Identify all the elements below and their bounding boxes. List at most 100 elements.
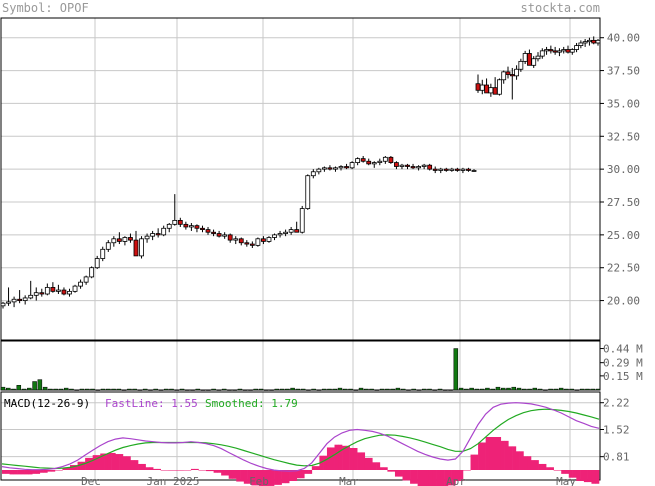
candle-body	[371, 162, 377, 165]
volume-bar	[279, 388, 285, 391]
candle-body	[94, 258, 100, 269]
macd-histogram-bar	[580, 470, 585, 481]
macd-histogram-bar	[285, 470, 290, 484]
macd-histogram-bar	[413, 470, 418, 484]
candle-body	[100, 248, 106, 259]
macd-histogram-bar	[107, 452, 112, 470]
volume-bar	[142, 388, 148, 391]
candle-body	[116, 238, 122, 242]
macd-histogram-bar	[508, 446, 513, 470]
volume-bar	[48, 388, 53, 391]
volume-bar	[258, 388, 264, 391]
volume-bar	[585, 388, 590, 391]
volume-bar	[169, 388, 174, 391]
macd-histogram-bar	[54, 470, 59, 471]
macd-histogram-bar	[323, 455, 328, 470]
volume-bar	[84, 388, 90, 391]
candle-body	[0, 302, 6, 307]
volume-bar	[516, 387, 522, 391]
symbol-label: Symbol: OPOF	[2, 1, 89, 15]
volume-bar	[358, 387, 364, 391]
candle-body	[327, 167, 333, 170]
volume-bar	[21, 388, 27, 391]
macd-histogram-bar	[153, 468, 158, 470]
macd-histogram-bar	[258, 470, 264, 486]
volume-bar	[300, 388, 306, 391]
volume-bar	[163, 388, 169, 391]
candle-body	[128, 237, 133, 241]
volume-bar	[479, 388, 485, 391]
macd-histogram-bar	[183, 470, 188, 471]
volume-bar	[242, 389, 248, 391]
volume-bar	[6, 387, 11, 391]
volume-bar	[390, 388, 395, 391]
macd-histogram-bar	[300, 470, 305, 479]
macd-histogram-bar	[440, 470, 445, 486]
macd-histogram-bar	[9, 470, 14, 475]
macd-histogram-bar	[232, 470, 237, 479]
macd-histogram-bar	[496, 437, 502, 470]
volume-bar	[369, 388, 374, 391]
price-tick-label: 30.00	[607, 163, 640, 176]
candle-body	[133, 239, 139, 257]
macd-histogram-bar	[451, 470, 456, 486]
candle-body	[595, 39, 601, 44]
volume-bar	[495, 386, 501, 391]
fastline-label: FastLine: 1.55	[105, 397, 198, 410]
candle-body	[535, 55, 541, 60]
candle-body	[216, 233, 222, 237]
macd-histogram-bar	[504, 440, 509, 470]
volume-tick-label: 0.15 M	[603, 370, 643, 383]
macd-histogram-bar	[304, 470, 309, 474]
candle-body	[161, 227, 167, 236]
macd-histogram-bar	[345, 445, 350, 470]
macd-histogram-bar	[96, 455, 101, 470]
candle-body	[261, 238, 266, 242]
candle-body	[405, 164, 410, 167]
candle-body	[177, 219, 183, 225]
price-tick-label: 37.50	[607, 65, 640, 78]
candle-body	[150, 233, 156, 237]
macd-histogram-bar	[334, 444, 339, 470]
volume-bar	[37, 379, 43, 391]
macd-histogram-bar	[342, 445, 347, 470]
macd-histogram-bar	[236, 470, 241, 482]
candle-body	[72, 285, 78, 292]
volume-bar	[121, 389, 127, 391]
macd-histogram-bar	[595, 470, 600, 484]
macd-histogram-bar	[462, 470, 468, 471]
volume-bar	[348, 388, 353, 391]
volume-tick-label: 0.44 M	[603, 343, 643, 356]
macd-histogram-bar	[444, 470, 449, 486]
candle-body	[544, 49, 549, 52]
macd-histogram-bar	[149, 467, 154, 470]
volume-bar	[90, 388, 95, 391]
volume-bar	[290, 387, 295, 391]
macd-histogram-bar	[255, 470, 260, 486]
fast-line	[1, 402, 600, 472]
volume-bar	[206, 389, 211, 391]
macd-tick-label: 0.81	[603, 451, 630, 464]
volume-bar	[569, 388, 574, 391]
macd-histogram-bar	[47, 470, 52, 472]
volume-bar	[343, 388, 348, 391]
candle-body	[501, 71, 507, 81]
candle-body	[194, 225, 200, 229]
volume-bar	[485, 387, 490, 391]
candle-body	[144, 235, 150, 240]
macd-histogram-bar	[561, 470, 566, 474]
candle-body	[33, 292, 39, 296]
macd-histogram-bar	[417, 470, 422, 486]
macd-histogram-bar	[489, 437, 494, 470]
volume-bar	[548, 388, 553, 391]
candle-body	[388, 156, 394, 163]
macd-histogram-bar	[247, 470, 252, 484]
volume-bar	[27, 387, 32, 391]
macd-histogram-bar	[141, 463, 146, 470]
volume-bar	[306, 389, 311, 391]
candle-body	[139, 238, 144, 257]
candle-body	[587, 39, 592, 43]
macd-histogram-bar	[383, 467, 388, 470]
candle-body	[344, 166, 349, 169]
smoothed-label: Smoothed: 1.79	[205, 397, 298, 410]
